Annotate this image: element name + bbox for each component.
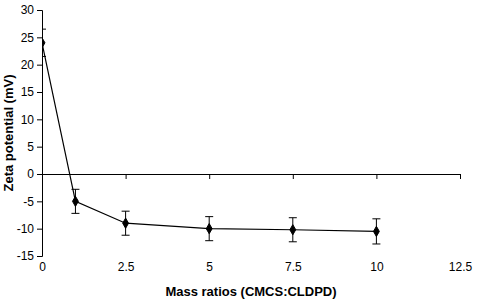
x-tick: 0 — [39, 260, 46, 274]
y-tick-mark — [37, 92, 42, 93]
y-tick: -5 — [23, 195, 42, 209]
x-tick-mark — [293, 174, 294, 179]
error-bar-cap — [42, 29, 46, 30]
y-tick-label: -10 — [17, 222, 35, 236]
x-tick-label: 2.5 — [118, 260, 135, 274]
y-tick: 20 — [21, 58, 42, 72]
x-tick — [42, 174, 43, 179]
y-tick-mark — [37, 65, 42, 66]
x-tick-label: 7.5 — [285, 260, 302, 274]
error-bar-cap — [42, 56, 46, 57]
marks — [42, 29, 380, 244]
x-tick: 5 — [206, 260, 213, 274]
point — [290, 225, 296, 235]
series-line — [42, 43, 376, 232]
x-tick-mark — [460, 174, 461, 179]
x-tick-mark — [42, 174, 43, 179]
y-tick-label: -5 — [23, 195, 34, 209]
x-tick-mark — [376, 174, 377, 179]
point — [123, 218, 129, 228]
error-bar-cap — [71, 189, 79, 190]
y-tick: 15 — [21, 85, 42, 99]
error-bar-cap — [205, 240, 213, 241]
error-bar — [42, 29, 46, 56]
error-bar — [372, 219, 380, 244]
y-tick: 25 — [21, 31, 42, 45]
y-tick-mark — [37, 119, 42, 120]
x-tick: 7.5 — [285, 260, 302, 274]
x-tick — [209, 174, 210, 179]
error-bar-cap — [122, 211, 130, 212]
error-bar-cap — [71, 213, 79, 214]
x-tick — [293, 174, 294, 179]
y-tick: 10 — [21, 113, 42, 127]
x-axis-line — [43, 175, 461, 180]
y-tick-mark — [37, 37, 42, 38]
y-tick-mark — [37, 229, 42, 230]
y-tick: 5 — [27, 140, 42, 154]
y-axis-title: Zeta potential (mV) — [1, 74, 16, 191]
y-tick-mark — [37, 174, 42, 175]
x-tick — [376, 174, 377, 179]
error-bar-cap — [289, 217, 297, 218]
y-tick-label: 25 — [21, 31, 35, 45]
x-axis-title: Mass ratios (CMCS:CLDPD) — [165, 284, 336, 299]
point — [72, 196, 78, 206]
y-tick-label: -15 — [17, 249, 35, 263]
error-bar — [71, 189, 79, 213]
y-tick: 30 — [21, 3, 42, 17]
x-tick: 12.5 — [449, 260, 473, 274]
y-tick-mark — [37, 201, 42, 202]
x-tick-mark — [126, 174, 127, 179]
y-tick-label: 0 — [27, 167, 34, 181]
x-tick-label: 0 — [39, 260, 46, 274]
point — [373, 226, 379, 236]
y-tick: 0 — [27, 167, 42, 181]
x-axis — [43, 174, 461, 179]
point — [206, 224, 212, 234]
y-tick-label: 20 — [21, 58, 35, 72]
y-axis: -15 -10 -5 0 5 10 15 20 25 30 — [17, 3, 43, 263]
x-tick-label: 5 — [206, 260, 213, 274]
plot: -15 -10 -5 0 5 10 15 20 25 30 0 2.5 5 7.5 10 12.5 — [17, 3, 473, 273]
error-bar-cap — [372, 218, 380, 219]
x-tick-label: 12.5 — [449, 260, 473, 274]
error-bar-cap — [205, 216, 213, 217]
y-tick-label: 30 — [21, 3, 35, 17]
error-bar — [205, 217, 213, 241]
y-tick-mark — [37, 10, 42, 11]
x-tick: 10 — [370, 260, 384, 274]
y-tick-mark — [37, 147, 42, 148]
x-tick — [126, 174, 127, 179]
y-axis-line — [37, 11, 43, 257]
y-tick-mark — [37, 256, 42, 257]
x-tick-label: 10 — [370, 260, 384, 274]
x-tick — [460, 174, 461, 179]
point — [42, 38, 45, 48]
chart: -15 -10 -5 0 5 10 15 20 25 30 0 2.5 5 7.5 10 12.5 Mass r… — [0, 0, 500, 306]
y-tick-label: 10 — [21, 113, 35, 127]
error-bar — [122, 211, 130, 235]
error-bar-cap — [122, 235, 130, 236]
error-bar-cap — [372, 243, 380, 244]
x-tick: 2.5 — [118, 260, 135, 274]
x-tick-mark — [209, 174, 210, 179]
error-bar — [289, 218, 297, 242]
x-tick-labels: 0 2.5 5 7.5 10 12.5 — [39, 260, 472, 274]
y-tick-label: 15 — [21, 85, 35, 99]
error-bar-cap — [289, 241, 297, 242]
y-tick: -10 — [17, 222, 42, 236]
y-tick-label: 5 — [27, 140, 34, 154]
